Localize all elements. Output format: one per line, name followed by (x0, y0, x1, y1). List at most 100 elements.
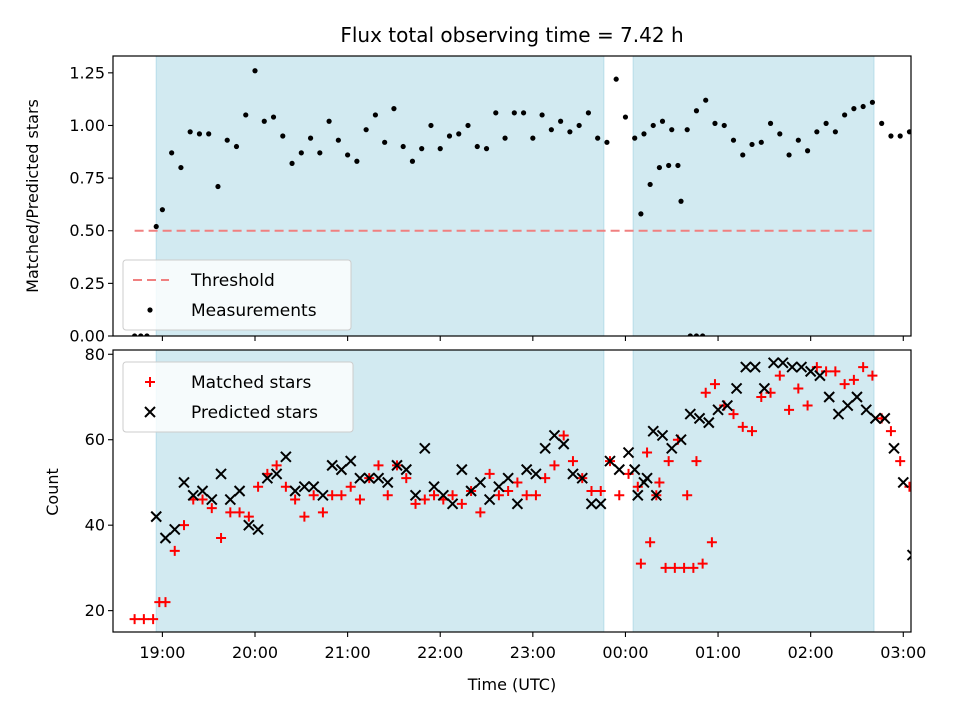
bottom-plus-point-72 (709, 379, 720, 390)
top-dot-point-82 (804, 148, 811, 154)
bottom-x-point-51 (622, 446, 635, 459)
top-dot-point-91 (888, 133, 894, 139)
bottom-plus-point-53 (614, 490, 625, 501)
bottom-plus-point-38 (475, 507, 486, 518)
bottom-y-tick-label-3: 80 (85, 345, 105, 364)
top-dot-point-81 (795, 137, 801, 143)
top-dot-point-47 (558, 118, 564, 124)
top-dot-point-21 (317, 150, 323, 156)
top-dot-point-8 (196, 131, 203, 137)
bottom-plus-point-47 (558, 430, 569, 441)
top-dot-point-39 (483, 146, 490, 152)
top-dot-point-87 (851, 106, 857, 112)
top-dot-point-36 (456, 131, 462, 137)
bottom-x-point-33 (456, 463, 468, 476)
top-dot-point-0 (132, 333, 138, 336)
bottom-x-point-75 (814, 369, 826, 382)
bottom-plus-point-83 (811, 362, 822, 373)
bottom-plus-point-8 (197, 494, 208, 505)
bottom-x-point-66 (730, 382, 743, 395)
bottom-x-point-6 (206, 493, 218, 506)
top-dot-point-42 (511, 110, 517, 116)
bottom-series-x (150, 357, 911, 561)
bottom-panel: 20 40 60 80 19:00 20:00 21:00 22:00 23:00 00:00 01… (85, 345, 927, 662)
top-legend: Threshold Measurements (122, 259, 352, 331)
bottom-plus-point-93 (904, 481, 911, 492)
top-y-tick-label-4: 1.00 (69, 116, 105, 135)
bottom-x-point-9 (233, 485, 246, 497)
top-dot-point-52 (604, 139, 610, 145)
top-dot-point-46 (548, 127, 554, 133)
bottom-plus-point-1 (138, 614, 149, 625)
top-dot-point-89 (869, 99, 876, 105)
bottom-legend-marker-0 (145, 377, 155, 387)
x-tick-label-1: 20:00 (232, 643, 278, 662)
bottom-plus-point-74 (728, 409, 739, 420)
bottom-plus-point-71 (700, 387, 711, 398)
bottom-plus-point-58 (660, 562, 671, 573)
bottom-y-axis-label: Count (43, 468, 62, 516)
bottom-x-point-62 (693, 412, 706, 425)
bottom-plus-point-25 (354, 494, 365, 505)
top-dot-point-3 (153, 223, 159, 230)
top-dot-point-79 (777, 131, 783, 137)
top-dot-point-93 (906, 129, 911, 135)
top-dot-point-31 (409, 158, 416, 164)
top-dot-point-85 (832, 129, 838, 135)
bottom-x-point-64 (712, 404, 724, 416)
top-dot-point-45 (539, 112, 545, 118)
bottom-plus-point-16 (271, 460, 282, 471)
bottom-x-point-29 (419, 442, 431, 454)
top-dot-point-73 (721, 122, 727, 129)
bottom-x-point-2 (169, 523, 181, 536)
top-dot-point-43 (520, 110, 527, 116)
bottom-x-point-18 (317, 489, 329, 501)
bottom-x-point-26 (391, 459, 403, 472)
bottom-x-point-59 (666, 442, 678, 454)
bottom-plus-point-10 (216, 533, 227, 543)
top-dot-point-18 (289, 160, 295, 166)
bottom-x-point-74 (804, 365, 817, 378)
bottom-x-point-34 (465, 485, 477, 497)
top-dot-point-1 (138, 333, 144, 336)
bottom-plus-point-56 (642, 447, 653, 458)
top-dot-point-54 (622, 114, 629, 120)
top-dot-point-4 (159, 207, 165, 213)
x-tick-label-8: 03:00 (880, 643, 926, 662)
bottom-plus-point-65 (645, 537, 656, 548)
top-y-tick-label-3: 0.75 (69, 169, 105, 188)
bottom-plus-point-41 (503, 486, 514, 496)
bottom-plus-point-55 (632, 481, 643, 492)
bottom-marks (129, 357, 924, 625)
bottom-x-point-3 (178, 476, 190, 489)
top-dot-point-30 (400, 143, 406, 150)
x-tick-label-0: 19:00 (139, 643, 185, 662)
top-dot-point-74 (730, 137, 737, 143)
top-dot-point-32 (419, 146, 425, 152)
bottom-plus-point-61 (688, 562, 699, 573)
bottom-plus-point-6 (179, 520, 190, 531)
top-dot-point-10 (215, 183, 221, 190)
bottom-plus-point-75 (737, 421, 748, 432)
bottom-x-point-65 (721, 399, 734, 412)
top-dot-point-86 (842, 112, 848, 118)
top-dot-point-7 (187, 129, 193, 135)
top-dot-point-26 (363, 127, 369, 133)
bottom-x-point-23 (363, 472, 375, 484)
bottom-plus-point-32 (419, 494, 430, 505)
bottom-x-point-46 (576, 472, 588, 484)
bottom-x-point-48 (595, 498, 607, 510)
bottom-x-point-41 (530, 468, 542, 480)
bottom-plus-point-13 (243, 511, 254, 522)
bottom-plus-point-79 (774, 370, 785, 381)
top-panel: 0.00 0.25 0.50 0.75 1.00 1.25 Threshold Measure… (69, 55, 912, 346)
bottom-plus-point-66 (654, 477, 665, 488)
bottom-x-point-44 (558, 438, 570, 450)
bottom-plus-point-4 (160, 597, 171, 608)
bottom-plus-point-94 (914, 550, 924, 560)
top-dot-point-58 (659, 118, 666, 124)
bottom-legend-box (122, 361, 354, 433)
top-dot-point-76 (749, 141, 755, 148)
bottom-plus-point-50 (586, 486, 597, 496)
top-dot-point-37 (465, 122, 471, 129)
